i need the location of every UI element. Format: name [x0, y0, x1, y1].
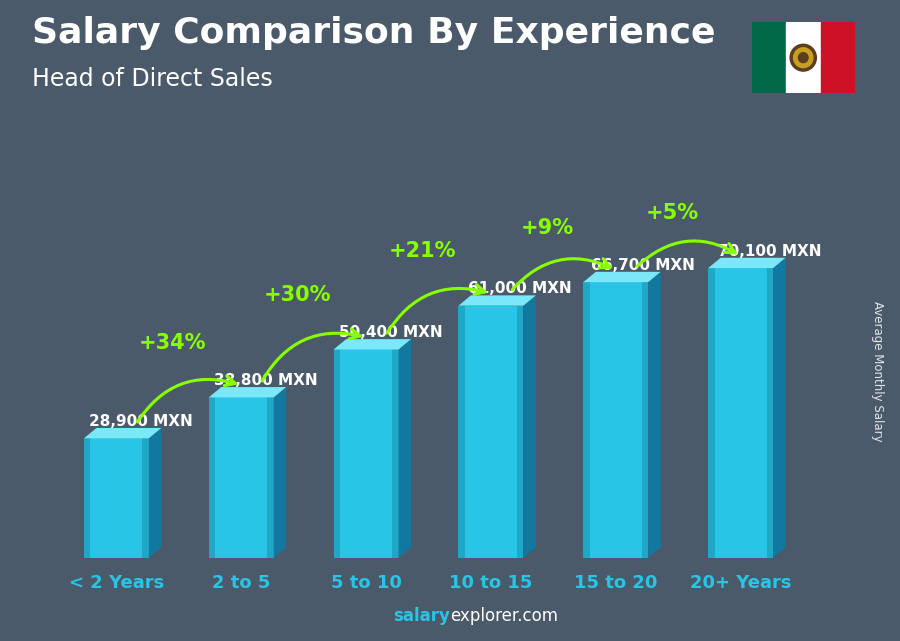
- Text: +34%: +34%: [139, 333, 206, 353]
- Polygon shape: [84, 428, 161, 438]
- Bar: [752, 22, 786, 93]
- Polygon shape: [583, 272, 661, 282]
- Text: +5%: +5%: [645, 203, 698, 224]
- Polygon shape: [773, 258, 786, 558]
- Text: +9%: +9%: [520, 217, 573, 238]
- Text: explorer.com: explorer.com: [450, 607, 558, 625]
- Text: 38,800 MXN: 38,800 MXN: [214, 373, 318, 388]
- Polygon shape: [642, 282, 648, 558]
- Polygon shape: [334, 349, 340, 558]
- Text: 50,400 MXN: 50,400 MXN: [338, 325, 442, 340]
- Text: 66,700 MXN: 66,700 MXN: [590, 258, 695, 273]
- Polygon shape: [583, 282, 590, 558]
- Polygon shape: [458, 306, 524, 558]
- Polygon shape: [458, 296, 536, 306]
- Circle shape: [794, 48, 813, 67]
- Polygon shape: [209, 387, 286, 397]
- Text: 70,100 MXN: 70,100 MXN: [718, 244, 822, 259]
- Polygon shape: [708, 268, 715, 558]
- Text: Average Monthly Salary: Average Monthly Salary: [871, 301, 884, 442]
- Text: Salary Comparison By Experience: Salary Comparison By Experience: [32, 16, 715, 50]
- Polygon shape: [517, 306, 524, 558]
- Text: < 2 Years: < 2 Years: [68, 574, 164, 592]
- Bar: [821, 22, 855, 93]
- Text: +30%: +30%: [264, 285, 331, 305]
- Text: 15 to 20: 15 to 20: [574, 574, 658, 592]
- Polygon shape: [267, 397, 274, 558]
- Polygon shape: [392, 349, 399, 558]
- Polygon shape: [142, 438, 148, 558]
- Text: 28,900 MXN: 28,900 MXN: [89, 414, 193, 429]
- Polygon shape: [209, 397, 215, 558]
- Text: salary: salary: [393, 607, 450, 625]
- Polygon shape: [524, 296, 536, 558]
- Polygon shape: [334, 349, 399, 558]
- Text: +21%: +21%: [389, 241, 456, 261]
- Text: Head of Direct Sales: Head of Direct Sales: [32, 67, 272, 91]
- Bar: [786, 22, 821, 93]
- Text: 10 to 15: 10 to 15: [449, 574, 533, 592]
- Polygon shape: [399, 339, 411, 558]
- Circle shape: [790, 44, 816, 71]
- Polygon shape: [84, 438, 91, 558]
- Polygon shape: [708, 268, 773, 558]
- Polygon shape: [767, 268, 773, 558]
- Polygon shape: [148, 428, 161, 558]
- Text: 5 to 10: 5 to 10: [330, 574, 401, 592]
- Circle shape: [798, 53, 808, 63]
- Polygon shape: [334, 339, 411, 349]
- Text: 2 to 5: 2 to 5: [212, 574, 270, 592]
- Polygon shape: [274, 387, 286, 558]
- Polygon shape: [209, 397, 274, 558]
- Polygon shape: [84, 438, 148, 558]
- Polygon shape: [458, 306, 465, 558]
- Polygon shape: [708, 258, 786, 268]
- Polygon shape: [583, 282, 648, 558]
- Text: 61,000 MXN: 61,000 MXN: [469, 281, 572, 296]
- Text: 20+ Years: 20+ Years: [690, 574, 791, 592]
- Polygon shape: [648, 272, 661, 558]
